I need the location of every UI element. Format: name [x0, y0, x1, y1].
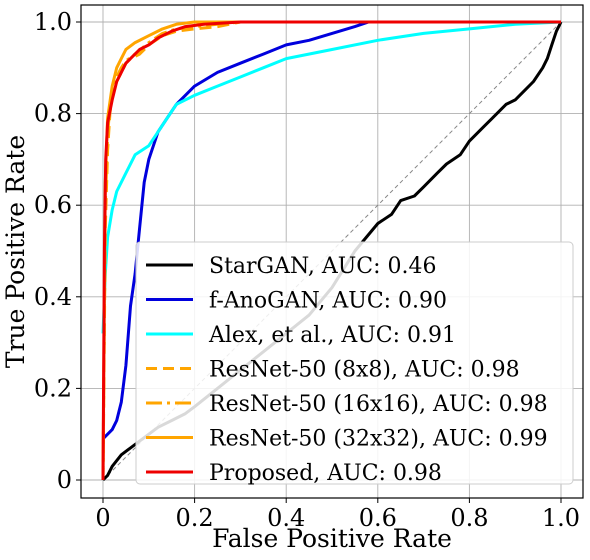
- plot-frame: [80, 4, 584, 499]
- legend-label-2: Alex, et al., AUC: 0.91: [208, 323, 456, 348]
- x-tick-label-4: 0.8: [450, 504, 488, 532]
- legend-label-6: Proposed, AUC: 0.98: [209, 461, 442, 486]
- x-tick-label-2: 0.4: [267, 504, 305, 532]
- series-line-6: [101, 20, 561, 481]
- legend-box: [135, 241, 574, 485]
- legend-label-4: ResNet-50 (16x16), AUC: 0.98: [209, 392, 548, 417]
- x-tick-label-0: 0: [95, 504, 110, 532]
- legend: StarGAN, AUC: 0.46 f-AnoGAN, AUC: 0.90 Ale…: [135, 241, 574, 486]
- series-line-2: [101, 20, 562, 334]
- y-tick-label-1: 0.2: [34, 374, 72, 402]
- y-tick-label-3: 0.6: [34, 191, 72, 219]
- x-tick-label-3: 0.6: [359, 504, 397, 532]
- y-tick-label-4: 0.8: [34, 100, 72, 128]
- x-tick-label-1: 0.2: [176, 504, 214, 532]
- legend-label-5: ResNet-50 (32x32), AUC: 0.99: [209, 427, 548, 452]
- y-tick-label-2: 0.4: [34, 283, 72, 311]
- series-line-3: [101, 20, 561, 481]
- legend-label-1: f-AnoGAN, AUC: 0.90: [209, 289, 447, 314]
- y-axis-label: True Positive Rate: [1, 135, 30, 368]
- y-tick-label-0: 0: [57, 466, 72, 494]
- y-tick-label-5: 1.0: [34, 8, 72, 36]
- x-axis-label: False Positive Rate: [212, 524, 452, 553]
- axis-ticks: 0 0.2 0.4 0.6 0.8 1.0 0 0.2 0.4 0.6 0.8 1.0: [34, 8, 580, 532]
- legend-label-3: ResNet-50 (8x8), AUC: 0.98: [209, 358, 520, 383]
- x-tick-label-5: 1.0: [542, 504, 580, 532]
- legend-label-0: StarGAN, AUC: 0.46: [209, 254, 437, 279]
